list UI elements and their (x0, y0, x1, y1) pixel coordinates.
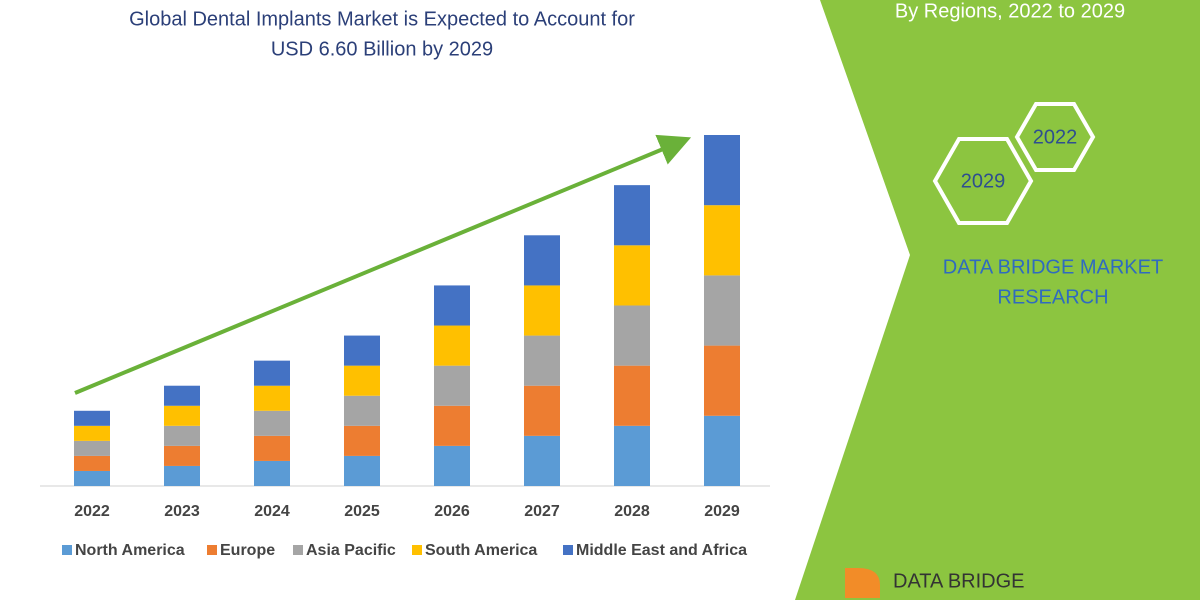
x-tick-label: 2027 (524, 503, 560, 520)
legend-swatch (293, 545, 303, 555)
bar-segment (434, 365, 470, 406)
bar-segment (614, 305, 650, 366)
bar-segment (434, 445, 470, 486)
bar-segment (74, 470, 110, 486)
x-tick-label: 2028 (614, 503, 650, 520)
side-heading: By Regions, 2022 to 2029 (895, 0, 1125, 22)
legend-label: South America (425, 542, 537, 559)
bar-segment (704, 205, 740, 276)
bar-segment (74, 440, 110, 456)
legend-swatch (412, 545, 422, 555)
bar-segment (614, 425, 650, 486)
legend-label: Europe (220, 542, 275, 559)
x-tick-label: 2029 (704, 503, 740, 520)
bar-segment (434, 325, 470, 366)
x-tick-label: 2024 (254, 503, 290, 520)
bar-segment (344, 395, 380, 426)
legend-swatch (62, 545, 72, 555)
x-tick-label: 2026 (434, 503, 470, 520)
bar-segment (524, 335, 560, 386)
bar-segment (254, 360, 290, 386)
side-panel (795, 0, 1200, 600)
bar-segment (524, 435, 560, 486)
legend-swatch (563, 545, 573, 555)
bar-segment (524, 235, 560, 286)
bar-segment (614, 185, 650, 246)
legend-label: North America (75, 542, 185, 559)
legend-swatch (207, 545, 217, 555)
chart-title: USD 6.60 Billion by 2029 (271, 38, 493, 60)
bar-segment (344, 455, 380, 486)
bar-segment (74, 425, 110, 441)
hex-label: 2022 (1033, 126, 1078, 148)
bar-segment (704, 275, 740, 346)
bar-segment (614, 245, 650, 306)
bar-segment (254, 435, 290, 461)
brand-text: RESEARCH (997, 286, 1108, 308)
brand-text: DATA BRIDGE MARKET (943, 256, 1163, 278)
legend-label: Middle East and Africa (576, 542, 747, 559)
bar-segment (704, 135, 740, 206)
bar-segment (254, 460, 290, 486)
bar-segment (164, 445, 200, 466)
hexagon (1014, 102, 1096, 172)
bar-segment (74, 410, 110, 426)
bar-segment (434, 405, 470, 446)
bar-segment (524, 385, 560, 436)
bar-segment (344, 365, 380, 396)
bar-segment (524, 285, 560, 336)
x-tick-label: 2023 (164, 503, 200, 520)
bar-segment (344, 425, 380, 456)
logo-mark (845, 568, 880, 598)
hexagon (932, 137, 1034, 225)
logo-text: DATA BRIDGE (893, 570, 1025, 592)
legend-label: Asia Pacific (306, 542, 396, 559)
bar-segment (254, 410, 290, 436)
bar-segment (704, 345, 740, 416)
bar-segment (164, 465, 200, 486)
bar-segment (74, 455, 110, 471)
bar-segment (704, 415, 740, 486)
bar-segment (164, 425, 200, 446)
x-tick-label: 2022 (74, 503, 110, 520)
trend-arrow (74, 134, 692, 395)
hex-label: 2029 (961, 170, 1006, 192)
bar-segment (164, 405, 200, 426)
bar-segment (614, 365, 650, 426)
bar-segment (434, 285, 470, 326)
x-tick-label: 2025 (344, 503, 380, 520)
bar-segment (344, 335, 380, 366)
bar-segment (164, 385, 200, 406)
chart-title: Global Dental Implants Market is Expecte… (129, 8, 635, 30)
bar-segment (254, 385, 290, 411)
